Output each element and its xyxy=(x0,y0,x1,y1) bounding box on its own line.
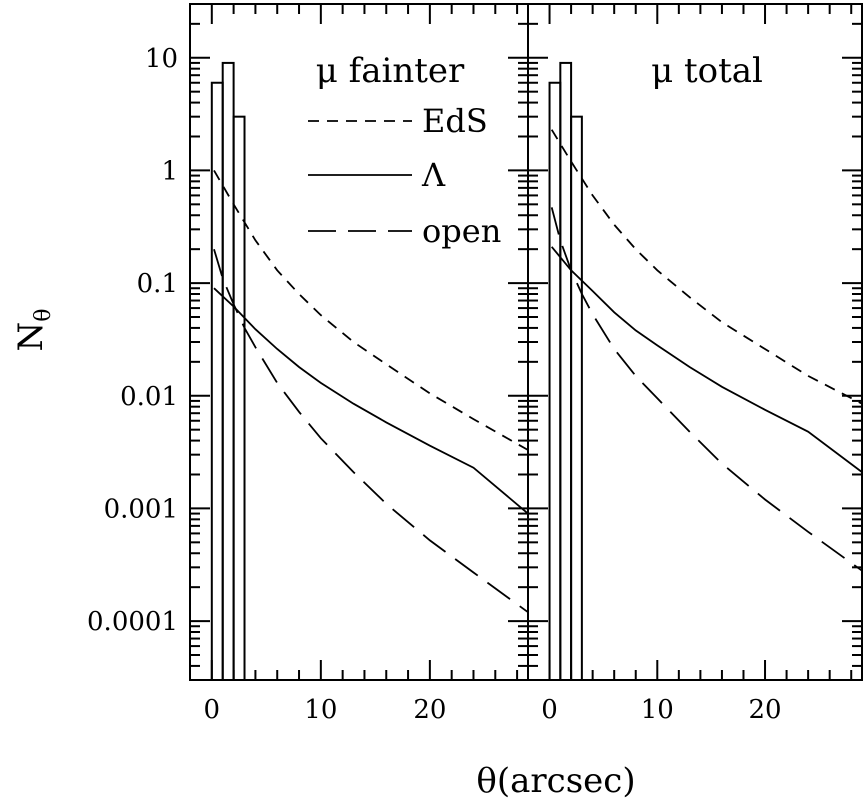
legend-label: open xyxy=(422,212,501,250)
y-tick-label: 10 xyxy=(145,44,178,74)
y-tick-label: 0.001 xyxy=(104,494,178,524)
histogram-bar xyxy=(221,61,235,681)
y-tick-label: 0.1 xyxy=(137,269,178,299)
y-axis-title-main: N xyxy=(11,322,51,352)
y-tick-label: 0.01 xyxy=(120,382,178,412)
series-open-line xyxy=(550,207,863,572)
y-tick-label: 0.0001 xyxy=(87,607,178,637)
panel-mu-total: 0 10 20 μ total xyxy=(527,3,863,725)
panel-mu-fainter: 0 10 20 0.0001 0.001 0.01 0.1 1 10 μ fainter EdS Λo… xyxy=(87,3,529,725)
x-tick-label: 0 xyxy=(541,695,558,725)
legend-label: EdS xyxy=(422,102,488,140)
panel-title: μ fainter xyxy=(316,51,465,91)
series--line xyxy=(213,287,529,515)
x-tick-label: 10 xyxy=(304,695,337,725)
x-tick-label: 10 xyxy=(641,695,674,725)
series--line xyxy=(551,246,863,473)
series-eds-line xyxy=(213,169,529,451)
x-tick-label: 20 xyxy=(413,695,446,725)
histogram-bar xyxy=(232,115,246,681)
y-axis-title: Nθ xyxy=(11,309,56,352)
panel-title: μ total xyxy=(651,51,763,91)
series-eds-line xyxy=(550,129,863,405)
y-axis-title-text: Nθ xyxy=(11,309,56,352)
x-tick-label: 0 xyxy=(204,695,221,725)
y-tick-label: 1 xyxy=(161,156,178,186)
legend-label: Λ xyxy=(421,156,446,194)
y-axis-title-subscript: θ xyxy=(31,309,56,322)
histogram-bar xyxy=(210,81,224,682)
histogram-bar xyxy=(570,115,583,681)
x-axis-title: θ(arcsec) xyxy=(476,761,635,801)
plot-frame xyxy=(527,3,863,681)
histogram-bar xyxy=(559,61,573,681)
series-open-line xyxy=(213,248,529,613)
histogram-bar xyxy=(548,81,562,682)
x-tick-label: 20 xyxy=(748,695,781,725)
